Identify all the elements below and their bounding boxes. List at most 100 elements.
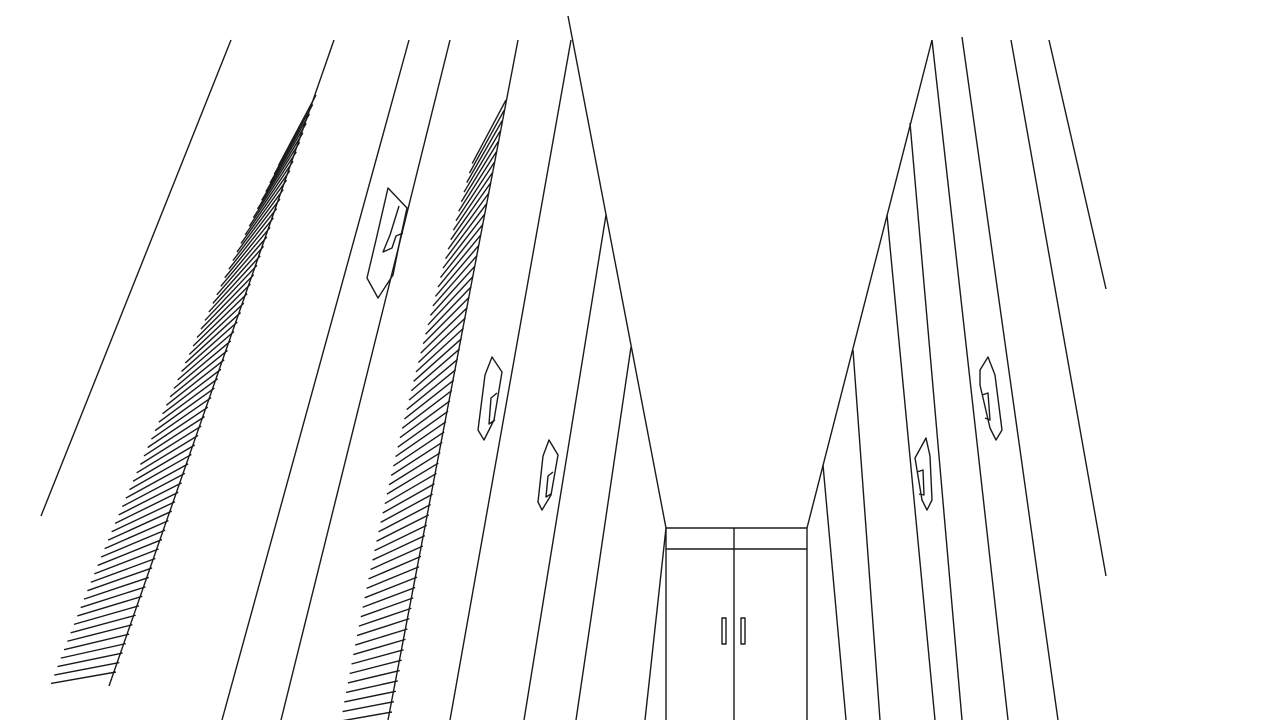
hatch-stroke <box>63 633 130 651</box>
hatch-stroke <box>154 387 215 432</box>
door-edge <box>575 346 632 720</box>
hatch-stroke <box>376 514 430 542</box>
hatch-stroke <box>132 444 196 482</box>
hatch-stroke <box>173 340 232 389</box>
door-handle-detail <box>488 392 498 425</box>
wall-edge <box>40 39 232 517</box>
hatch-stroke <box>362 586 416 608</box>
hatch-stroke <box>460 141 499 203</box>
hatch-stroke <box>356 617 410 637</box>
hatch-stroke <box>269 113 311 184</box>
door-handle <box>979 356 1003 441</box>
hatch-stroke <box>463 130 501 193</box>
back-cabinet <box>665 527 808 720</box>
hatch-stroke <box>388 452 441 486</box>
hatch-stroke <box>395 420 447 458</box>
hatch-stroke <box>244 170 291 236</box>
hatch-stroke <box>256 141 301 210</box>
hatch-stroke <box>100 529 166 558</box>
hatch-stroke <box>77 595 143 617</box>
hatch-stroke <box>129 453 192 491</box>
door-edge <box>886 214 936 720</box>
hatch-stroke <box>188 302 245 355</box>
hatch-stroke <box>347 669 400 684</box>
hatch-stroke <box>392 431 445 467</box>
wall-edge <box>280 39 451 720</box>
hatch-stroke <box>50 671 117 685</box>
hatch-stroke <box>404 379 455 420</box>
hatch-stroke <box>408 358 459 401</box>
hatching <box>50 94 317 685</box>
hatch-stroke <box>342 700 395 713</box>
hatch-stroke <box>143 416 205 457</box>
hatch-stroke <box>450 182 492 241</box>
hatch-stroke <box>429 265 476 316</box>
hatch-stroke <box>406 369 457 411</box>
hatch-stroke <box>196 283 251 338</box>
hatch-stroke <box>165 359 225 406</box>
door-edge <box>822 464 847 720</box>
hatch-stroke <box>471 99 507 164</box>
door-handle-detail <box>382 205 404 253</box>
wall-edge <box>931 39 1009 720</box>
hatch-stroke <box>445 203 488 260</box>
hatch-stroke <box>240 179 288 244</box>
hatch-stroke <box>80 586 146 609</box>
hatch-stroke <box>415 327 464 373</box>
hatch-stroke <box>434 244 480 297</box>
hatch-stroke <box>432 255 478 307</box>
hatch-stroke <box>265 123 307 193</box>
hatch-stroke <box>368 555 422 580</box>
hatch-stroke <box>397 410 449 448</box>
hatch-stroke <box>366 566 420 589</box>
hatch-stroke <box>252 151 297 218</box>
hatch-stroke <box>121 472 186 508</box>
hatch-stroke <box>442 213 486 269</box>
hatch-stroke <box>204 264 258 321</box>
hatch-stroke <box>232 198 281 262</box>
door-handle <box>537 439 559 511</box>
hatch-stroke <box>184 312 242 364</box>
hatch-stroke <box>370 545 424 571</box>
hatch-stroke <box>351 649 404 665</box>
hatch-stroke <box>177 330 235 381</box>
hatch-stroke <box>447 192 490 250</box>
ceiling-edge <box>567 15 667 529</box>
hatch-stroke <box>54 661 120 676</box>
hatch-stroke <box>466 120 503 184</box>
hatch-stroke <box>422 296 470 345</box>
hatch-stroke <box>399 400 451 439</box>
hatch-stroke <box>349 659 402 675</box>
hatch-stroke <box>437 234 482 288</box>
hatch-stroke <box>114 491 179 524</box>
door-handle <box>477 356 503 441</box>
hatch-stroke <box>458 151 497 212</box>
hatch-stroke <box>125 463 189 499</box>
hatch-stroke <box>273 104 314 175</box>
hatch-stroke <box>57 652 123 668</box>
door-edge <box>852 349 881 720</box>
right-wall <box>806 36 1107 720</box>
hatch-stroke <box>427 275 474 326</box>
hatch-stroke <box>360 597 414 618</box>
door-handle-detail <box>545 471 554 498</box>
ceiling-edge <box>806 39 933 529</box>
door-handle-detail <box>981 392 991 421</box>
hatch-stroke <box>208 255 261 313</box>
hatch-stroke <box>358 607 412 627</box>
hatch-stroke <box>344 690 397 703</box>
door-handle-detail <box>916 469 925 496</box>
hatch-stroke <box>118 482 182 516</box>
hatch-stroke <box>83 576 150 600</box>
cabinet-handle-left <box>721 617 727 645</box>
hatch-stroke <box>158 378 219 423</box>
hatch-stroke <box>380 493 433 524</box>
hatch-stroke <box>261 132 304 201</box>
hatch-stroke <box>60 642 126 659</box>
door-handle <box>366 187 408 299</box>
hatch-stroke <box>212 245 265 304</box>
hatch-stroke <box>236 189 284 253</box>
hatch-stroke <box>417 317 466 363</box>
wall-edge <box>961 36 1059 720</box>
hatch-stroke <box>150 397 212 440</box>
